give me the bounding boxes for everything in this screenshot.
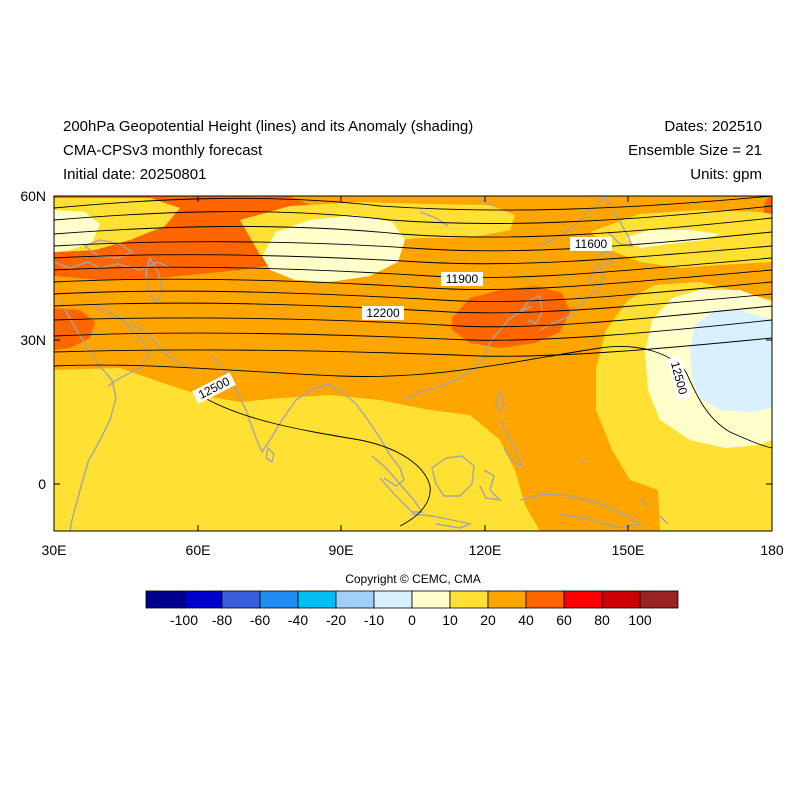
colorbar-label: -80 xyxy=(212,612,232,628)
coast-caspian xyxy=(145,256,163,306)
colorbar-label: -40 xyxy=(288,612,308,628)
coast-java xyxy=(411,513,473,529)
contour-7 xyxy=(54,269,772,291)
height-contours xyxy=(54,196,772,527)
coast-korea xyxy=(519,295,543,325)
colorbar-label: 40 xyxy=(518,612,534,628)
shade-10-central-asia xyxy=(262,215,405,282)
coast-northern-russia xyxy=(419,199,495,227)
contour-1 xyxy=(54,196,772,211)
lon-tick-label: 150E xyxy=(612,542,645,558)
lat-tick-label: 60N xyxy=(20,188,46,204)
shade-negative-pacific xyxy=(690,310,772,412)
lon-tick-label: 30E xyxy=(42,542,67,558)
lon-axis-labels: 30E 60E 90E 120E 150E 180 xyxy=(42,542,784,558)
chart-title: 200hPa Geopotential Height (lines) and i… xyxy=(63,118,474,135)
colorbar-swatch xyxy=(373,590,413,609)
contour-3 xyxy=(54,217,772,238)
colorbar-swatch xyxy=(449,590,489,609)
colorbar-swatch xyxy=(335,590,375,609)
contour-14 xyxy=(197,393,431,527)
coast-indochina xyxy=(341,391,405,487)
contour-2 xyxy=(54,205,772,224)
colorbar-label: -10 xyxy=(364,612,384,628)
coast-philippines xyxy=(499,419,524,468)
contour-label-bg xyxy=(666,355,692,401)
coast-taiwan xyxy=(495,389,505,414)
lat-tick-label: 0 xyxy=(38,476,46,492)
contour-label-bg xyxy=(362,306,404,320)
ensemble-size: Ensemble Size = 21 xyxy=(628,142,762,159)
map-frame xyxy=(53,195,773,532)
colorbar-swatch xyxy=(487,590,527,609)
colorbar-label: -20 xyxy=(326,612,346,628)
chart-subtitle: CMA-CPSv3 monthly forecast xyxy=(63,142,263,159)
contour-6 xyxy=(54,257,772,279)
contour-13 xyxy=(54,346,772,449)
coast-borneo xyxy=(431,455,475,497)
contour-9 xyxy=(54,293,772,314)
colorbar-label: -60 xyxy=(250,612,270,628)
shade-10-west xyxy=(54,210,100,252)
lat-axis-labels: 60N 30N 0 xyxy=(20,188,46,492)
coast-hokkaido xyxy=(596,249,615,268)
coast-pacific-islands xyxy=(579,459,669,525)
initial-date: Initial date: 20250801 xyxy=(63,166,207,183)
anomaly-shading xyxy=(54,196,772,531)
units-label: Units: gpm xyxy=(690,166,762,183)
coast-sumatra xyxy=(371,455,424,513)
coast-new-guinea xyxy=(519,493,642,529)
coast-sulawesi xyxy=(479,469,502,501)
lon-tick-label: 60E xyxy=(186,542,211,558)
copyright-text: Copyright © CEMC, CMA xyxy=(345,572,481,586)
contour-label: 12200 xyxy=(366,306,400,320)
coast-okhotsk xyxy=(539,196,605,247)
coast-sri-lanka xyxy=(265,446,275,464)
colorbar-label: 0 xyxy=(408,612,416,628)
colorbar-label: 10 xyxy=(442,612,458,628)
coast-japan xyxy=(539,264,605,331)
colorbar-label: 100 xyxy=(628,612,652,628)
colorbar-label: 60 xyxy=(556,612,572,628)
colorbar-swatch xyxy=(259,590,299,609)
shade-40-60-arabia xyxy=(54,308,95,350)
colorbar-label: -100 xyxy=(170,612,198,628)
contour-11 xyxy=(54,319,772,341)
lon-tick-label: 90E xyxy=(329,542,354,558)
colorbar-swatch xyxy=(145,590,185,609)
colorbar-swatch xyxy=(639,590,679,609)
contour-label: 11600 xyxy=(575,237,608,251)
coast-africa-east xyxy=(69,379,117,531)
coast-persian-gulf xyxy=(129,321,197,371)
contour-8 xyxy=(54,281,772,303)
contour-4 xyxy=(54,231,772,252)
coast-china xyxy=(403,305,533,401)
coast-red-sea xyxy=(59,299,113,381)
tick-marks xyxy=(53,195,773,531)
colorbar-label: 20 xyxy=(480,612,496,628)
contour-label-bg xyxy=(570,237,612,251)
colorbar-swatch xyxy=(297,590,337,609)
lon-tick-label: 180 xyxy=(760,542,784,558)
colorbar-label: 80 xyxy=(594,612,610,628)
forecast-dates: Dates: 202510 xyxy=(664,118,762,135)
colorbar-swatch xyxy=(221,590,261,609)
coast-kamchatka xyxy=(603,196,634,247)
colorbar-swatch xyxy=(563,590,603,609)
contour-label: 11900 xyxy=(446,272,479,286)
lon-tick-label: 120E xyxy=(469,542,502,558)
colorbar: -100 -80 -60 -40 -20 -10 0 10 20 40 60 80 100 xyxy=(145,590,679,628)
contour-10 xyxy=(54,305,772,328)
contour-label-bg xyxy=(192,372,236,404)
lat-tick-label: 30N xyxy=(20,332,46,348)
colorbar-swatch xyxy=(601,590,641,609)
colorbar-swatch xyxy=(525,590,565,609)
contour-12 xyxy=(54,337,772,357)
colorbar-swatch xyxy=(183,590,223,609)
coast-mediterranean xyxy=(54,261,171,271)
contour-5 xyxy=(54,245,772,265)
contour-label-bg xyxy=(441,272,483,286)
colorbar-swatch xyxy=(411,590,451,609)
